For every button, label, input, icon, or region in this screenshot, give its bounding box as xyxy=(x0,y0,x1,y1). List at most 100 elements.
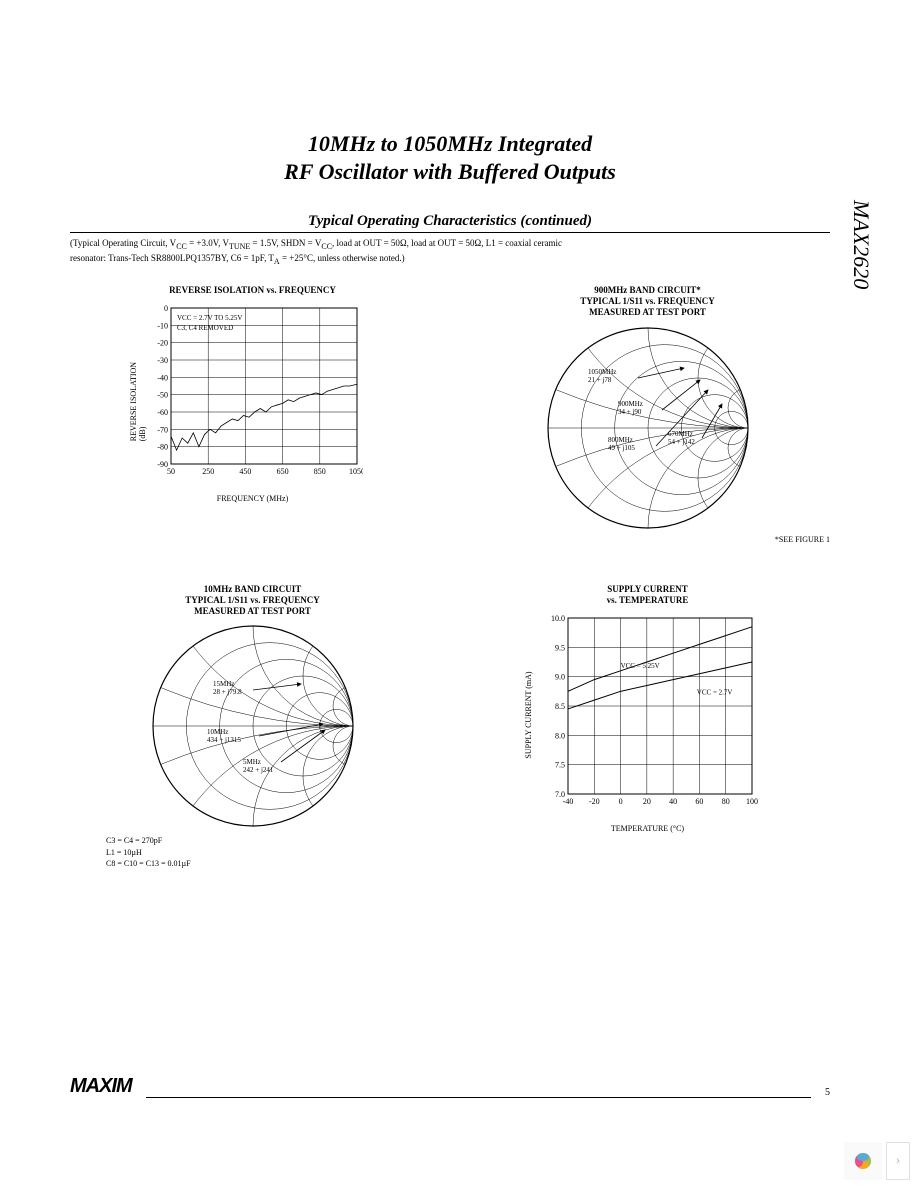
svg-text:450: 450 xyxy=(239,467,251,476)
svg-text:434 + j1315: 434 + j1315 xyxy=(207,736,241,744)
maxim-logo: MAXIM xyxy=(70,1075,132,1098)
svg-text:0: 0 xyxy=(164,304,168,313)
svg-text:54 + j142: 54 + j142 xyxy=(668,438,695,446)
section-heading: Typical Operating Characteristics (conti… xyxy=(70,213,830,233)
svg-text:28 + j79.8: 28 + j79.8 xyxy=(213,688,242,696)
svg-text:0: 0 xyxy=(618,797,622,806)
fig-smith-10mhz: 10MHz BAND CIRCUIT TYPICAL 1/S11 vs. FRE… xyxy=(70,584,435,869)
svg-text:80: 80 xyxy=(721,797,729,806)
svg-text:8.5: 8.5 xyxy=(555,702,565,711)
svg-text:10.0: 10.0 xyxy=(551,614,565,623)
svg-text:VCC = 2.7V: VCC = 2.7V xyxy=(696,688,732,696)
svg-text:1050: 1050 xyxy=(349,467,363,476)
svg-text:-60: -60 xyxy=(157,408,168,417)
fig3-components: C3 = C4 = 270pF L1 = 10µH C8 = C10 = C13… xyxy=(70,835,191,869)
page-number: 5 xyxy=(825,1087,830,1098)
fig2-title: 900MHz BAND CIRCUIT* TYPICAL 1/S11 vs. F… xyxy=(580,285,715,319)
svg-text:49 + j105: 49 + j105 xyxy=(608,444,635,452)
cond-sub: CC xyxy=(176,242,187,251)
fig4-plot: SUPPLY CURRENT (mA) 7.07.58.08.59.09.510… xyxy=(538,612,758,817)
svg-text:-70: -70 xyxy=(157,426,168,435)
svg-text:900MHz: 900MHz xyxy=(618,400,643,408)
svg-text:20: 20 xyxy=(642,797,650,806)
svg-text:5MHz: 5MHz xyxy=(243,758,261,766)
svg-text:1050MHz: 1050MHz xyxy=(588,368,616,376)
svg-text:40: 40 xyxy=(669,797,677,806)
fig4-svg: 7.07.58.08.59.09.510.0-40-20020406080100… xyxy=(538,612,758,812)
fig-supply-current: SUPPLY CURRENT vs. TEMPERATURE SUPPLY CU… xyxy=(465,584,830,869)
svg-text:-40: -40 xyxy=(157,374,168,383)
cond-text: = +25°C, unless otherwise noted.) xyxy=(280,253,405,263)
svg-text:50: 50 xyxy=(167,467,175,476)
svg-text:100: 100 xyxy=(746,797,758,806)
petal-icon xyxy=(849,1147,877,1175)
cond-text: = 1.5V, SHDN = V xyxy=(250,238,321,248)
viewer-controls: › xyxy=(844,1142,910,1180)
title-line-2: RF Oscillator with Buffered Outputs xyxy=(70,158,830,186)
cond-text: (Typical Operating Circuit, V xyxy=(70,238,176,248)
svg-text:-40: -40 xyxy=(562,797,573,806)
fig4-title: SUPPLY CURRENT vs. TEMPERATURE xyxy=(607,584,689,607)
svg-text:VCC = 2.7V TO 5.25V: VCC = 2.7V TO 5.25V xyxy=(177,314,242,322)
svg-text:850: 850 xyxy=(313,467,325,476)
fig3-svg: 15MHz28 + j79.8 10MHz434 + j1315 5MHz242 +… xyxy=(150,623,356,829)
fig1-xlabel: FREQUENCY (MHz) xyxy=(217,494,288,503)
fig-smith-900mhz: 900MHz BAND CIRCUIT* TYPICAL 1/S11 vs. F… xyxy=(465,285,830,544)
cond-sub: TUNE xyxy=(229,242,250,251)
cond-sub: CC xyxy=(321,242,332,251)
fig3-comp1: C3 = C4 = 270pF xyxy=(106,835,191,846)
svg-text:9.5: 9.5 xyxy=(555,644,565,653)
svg-text:9.0: 9.0 xyxy=(555,673,565,682)
fig3-title-l1: 10MHz BAND CIRCUIT xyxy=(204,584,302,594)
document-title: 10MHz to 1050MHz Integrated RF Oscillato… xyxy=(70,130,830,185)
svg-text:8.0: 8.0 xyxy=(555,732,565,741)
fig2-svg: 1050MHz21 + j78 900MHz34 + j90 670MHz54 + … xyxy=(545,325,751,531)
fig3-title: 10MHz BAND CIRCUIT TYPICAL 1/S11 vs. FRE… xyxy=(185,584,320,618)
svg-text:34 + j90: 34 + j90 xyxy=(618,408,642,416)
svg-text:15MHz: 15MHz xyxy=(213,680,234,688)
svg-text:-20: -20 xyxy=(588,797,599,806)
svg-text:60: 60 xyxy=(695,797,703,806)
fig3-title-l3: MEASURED AT TEST PORT xyxy=(194,606,311,616)
svg-text:21 + j78: 21 + j78 xyxy=(588,376,612,384)
svg-text:-10: -10 xyxy=(157,322,168,331)
test-conditions: (Typical Operating Circuit, VCC = +3.0V,… xyxy=(70,237,830,267)
fig-reverse-isolation: REVERSE ISOLATION vs. FREQUENCY REVERSE … xyxy=(70,285,435,544)
svg-text:-20: -20 xyxy=(157,339,168,348)
chevron-right-icon: › xyxy=(896,1153,901,1169)
fig4-title-l1: SUPPLY CURRENT xyxy=(607,584,688,594)
svg-text:-30: -30 xyxy=(157,356,168,365)
fig4-title-l2: vs. TEMPERATURE xyxy=(607,595,689,605)
fig4-xlabel: TEMPERATURE (°C) xyxy=(611,824,684,833)
fig3-comp3: C8 = C10 = C13 = 0.01µF xyxy=(106,858,191,869)
svg-text:10MHz: 10MHz xyxy=(207,728,228,736)
svg-text:-80: -80 xyxy=(157,443,168,452)
part-number-vertical: MAX2620 xyxy=(848,200,874,289)
footer-rule xyxy=(146,1097,811,1098)
fig2-title-l3: MEASURED AT TEST PORT xyxy=(589,307,706,317)
svg-text:242 + j241: 242 + j241 xyxy=(243,766,274,774)
fig1-title: REVERSE ISOLATION vs. FREQUENCY xyxy=(169,285,336,296)
svg-text:670MHz: 670MHz xyxy=(668,430,693,438)
fig3-comp2: L1 = 10µH xyxy=(106,847,191,858)
title-line-1: 10MHz to 1050MHz Integrated xyxy=(70,130,830,158)
cond-text: , load at OUT = 50 xyxy=(332,238,400,248)
svg-text:250: 250 xyxy=(202,467,214,476)
figure-grid: REVERSE ISOLATION vs. FREQUENCY REVERSE … xyxy=(70,285,830,869)
fig3-title-l2: TYPICAL 1/S11 vs. FREQUENCY xyxy=(185,595,320,605)
fig1-plot: REVERSE ISOLATION (dB) 0-10-20-30-40-50-… xyxy=(143,302,363,487)
fig2-title-l1: 900MHz BAND CIRCUIT* xyxy=(594,285,701,295)
svg-text:-50: -50 xyxy=(157,391,168,400)
fig2-footnote: *SEE FIGURE 1 xyxy=(775,535,830,544)
next-page-button[interactable]: › xyxy=(886,1142,910,1180)
fig4-ylabel: SUPPLY CURRENT (mA) xyxy=(524,671,533,758)
svg-text:7.5: 7.5 xyxy=(555,761,565,770)
fig2-title-l2: TYPICAL 1/S11 vs. FREQUENCY xyxy=(580,296,715,306)
cond-text: = +3.0V, V xyxy=(187,238,229,248)
viewer-logo-icon[interactable] xyxy=(844,1142,882,1180)
fig1-ylabel: REVERSE ISOLATION (dB) xyxy=(129,348,147,441)
page-footer: MAXIM 5 xyxy=(70,1075,830,1098)
cond-text: Ω, load at OUT = 50Ω, L1 = coaxial ceram… xyxy=(400,238,562,248)
svg-text:800MHz: 800MHz xyxy=(608,436,633,444)
page-content: 10MHz to 1050MHz Integrated RF Oscillato… xyxy=(70,130,830,869)
